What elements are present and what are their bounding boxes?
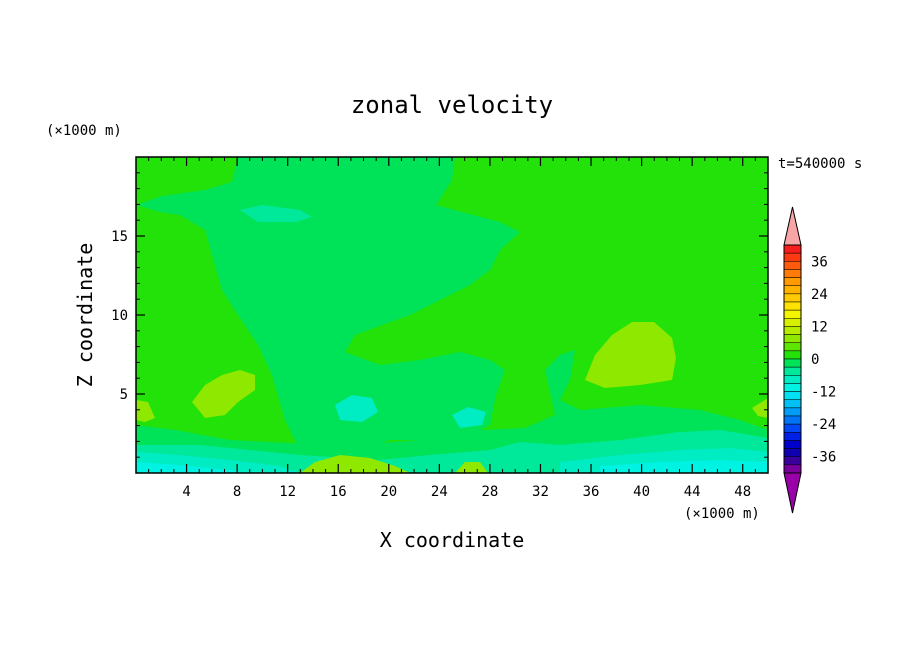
contour-field	[136, 157, 768, 473]
colorbar-segment	[783, 293, 802, 303]
x-tick-label: 48	[734, 484, 751, 500]
time-label: t=540000 s	[778, 156, 862, 172]
x-tick-label: 12	[279, 484, 296, 500]
y-unit-label: (×1000 m)	[46, 123, 122, 139]
colorbar-segment	[783, 440, 802, 449]
contour-neg-pocket-3	[240, 205, 312, 222]
colorbar-segment	[783, 432, 802, 441]
y-tick-label: 15	[111, 229, 128, 245]
x-unit-label: (×1000 m)	[684, 506, 760, 522]
x-tick-label: 16	[330, 484, 347, 500]
colorbar-segment	[783, 277, 802, 286]
colorbar-segment	[783, 350, 802, 360]
x-tick-label: 40	[633, 484, 650, 500]
x-tick-label: 24	[431, 484, 448, 500]
colorbar-segment	[783, 399, 802, 409]
y-tick-marks: 5 10 15	[111, 172, 768, 458]
chart-title: zonal velocity	[351, 91, 553, 119]
colorbar-segment	[783, 423, 802, 433]
colorbar-tick-label: -12	[811, 385, 836, 401]
contour-neg-pocket-1	[335, 395, 378, 422]
colorbar-segment	[783, 269, 802, 278]
contour-pos-right-edge	[752, 398, 768, 418]
colorbar-segment	[783, 383, 802, 392]
y-axis-label: Z coordinate	[73, 243, 97, 388]
contour-neg-deep-left	[136, 462, 250, 473]
x-tick-label: 36	[583, 484, 600, 500]
x-tick-label: 4	[182, 484, 190, 500]
x-tick-label: 44	[684, 484, 701, 500]
colorbar-segment	[783, 391, 802, 400]
colorbar-segment	[783, 358, 802, 368]
contour-pos-bottom	[300, 455, 410, 473]
colorbar-segment	[783, 285, 802, 295]
x-axis-label: X coordinate	[380, 528, 525, 552]
colorbar-segment	[783, 244, 802, 254]
colorbar-segment	[783, 342, 802, 352]
colorbar-segment	[783, 366, 802, 376]
y-tick-label: 10	[111, 308, 128, 324]
x-tick-label: 32	[532, 484, 549, 500]
colorbar-segment	[783, 334, 802, 343]
colorbar-top-arrow	[783, 206, 802, 246]
colorbar	[783, 206, 802, 514]
colorbar-tick-label: -24	[811, 417, 836, 433]
colorbar-segment	[783, 456, 802, 466]
colorbar-segment	[783, 318, 802, 327]
colorbar-segment	[783, 375, 802, 384]
colorbar-segment	[783, 301, 802, 311]
colorbar-segment	[783, 407, 802, 417]
colorbar-tick-label: -36	[811, 450, 836, 466]
x-tick-marks: 4 8 12 16 20 24 28 32 36 40 44 48	[148, 157, 756, 500]
x-tick-label: 8	[233, 484, 241, 500]
colorbar-segment	[783, 464, 802, 474]
colorbar-frame	[783, 244, 802, 474]
contour-negative-upper	[136, 157, 520, 465]
contour-pos-bottom-2	[455, 462, 488, 473]
contour-pos-left-edge	[136, 400, 155, 422]
x-tick-label: 20	[380, 484, 397, 500]
colorbar-segment	[783, 261, 802, 270]
y-tick-label: 5	[120, 387, 128, 403]
colorbar-tick-label: 24	[811, 287, 828, 303]
x-tick-label: 28	[481, 484, 498, 500]
colorbar-tick-label: 12	[811, 319, 828, 335]
colorbar-tick-labels: 36 24 12 0 -12 -24 -36	[811, 254, 836, 465]
colorbar-segment	[783, 415, 802, 425]
colorbar-tick-label: 0	[811, 352, 819, 368]
contour-pos-right	[585, 322, 676, 388]
colorbar-tick-label: 36	[811, 254, 828, 270]
contour-pos-left-upper	[192, 370, 255, 418]
colorbar-bottom-arrow	[783, 472, 802, 514]
colorbar-segment	[783, 309, 802, 319]
colorbar-segment	[783, 326, 802, 335]
colorbar-segment	[783, 448, 802, 457]
colorbar-segment	[783, 252, 802, 262]
contour-neg-pocket-2	[452, 407, 486, 428]
